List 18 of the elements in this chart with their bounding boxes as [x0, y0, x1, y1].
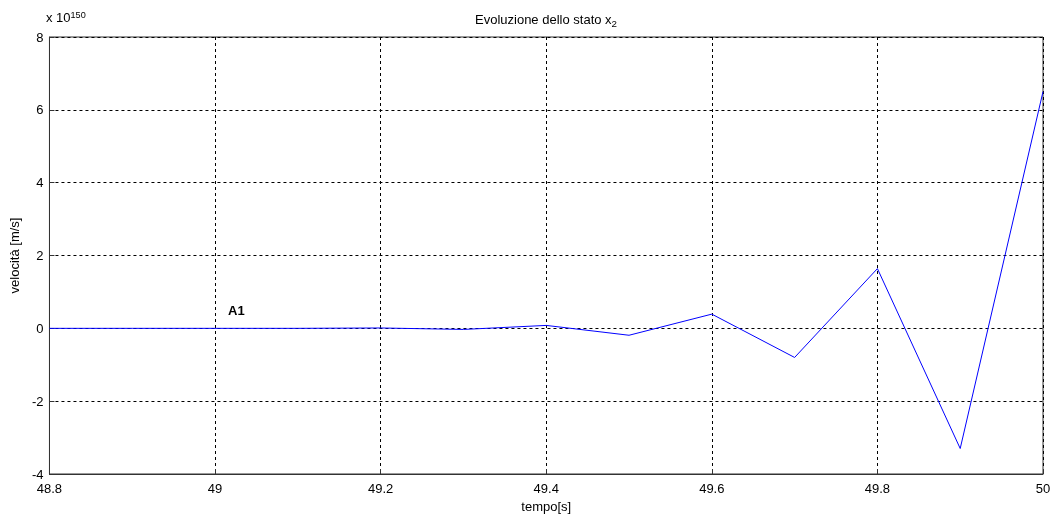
x-tick-label: 48.8 — [36, 481, 63, 496]
x-tick-label: 49.4 — [533, 481, 559, 496]
x-tick-label: 49.2 — [367, 481, 394, 496]
x-tick-label: 49.6 — [699, 481, 725, 496]
y-tick-label: 4 — [36, 175, 44, 191]
y-axis-title: velocità [m/s] — [7, 217, 22, 294]
y-tick-label: 2 — [36, 248, 44, 263]
line-series — [48, 91, 1044, 450]
y-tick-label: -4 — [31, 466, 44, 482]
y-tick-label: 6 — [36, 102, 44, 118]
x-axis-title: tempo[s] — [521, 498, 572, 514]
y-tick-label: -2 — [31, 393, 44, 409]
x-tick-label: 49.8 — [864, 481, 891, 496]
x-tick-label: 50 — [1035, 481, 1051, 496]
annotation: A1 — [228, 303, 245, 318]
y-tick-label: 0 — [36, 320, 44, 336]
y-tick-label: 8 — [36, 29, 44, 45]
x-tick-label: 49 — [207, 481, 223, 496]
